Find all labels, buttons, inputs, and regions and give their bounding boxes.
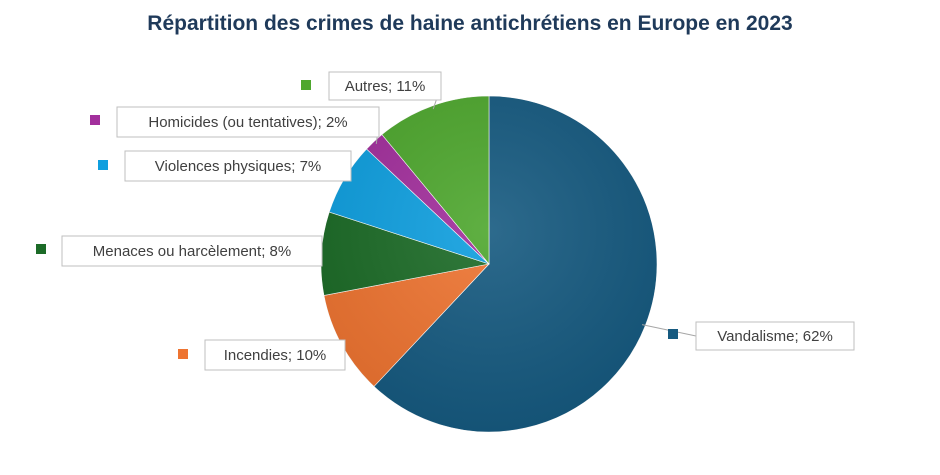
label-marker-violences-physiques — [98, 160, 108, 170]
data-label-violences-physiques: Violences physiques; 7% — [98, 150, 352, 182]
data-label-incendies: Incendies; 10% — [178, 339, 346, 371]
label-box-autres — [328, 71, 442, 101]
label-marker-homicides-ou-tentatives — [90, 115, 100, 125]
label-text-vandalisme: Vandalisme; 62% — [717, 328, 833, 345]
label-text-violences-physiques: Violences physiques; 7% — [155, 158, 322, 175]
label-marker-autres — [301, 80, 311, 90]
label-text-incendies: Incendies; 10% — [224, 347, 327, 364]
label-box-violences-physiques — [124, 150, 352, 182]
pie-slices — [320, 95, 658, 433]
label-marker-vandalisme — [668, 329, 678, 339]
data-label-menaces-ou-harcelement: Menaces ou harcèlement; 8% — [36, 235, 323, 267]
label-box-menaces-ou-harcelement — [61, 235, 323, 267]
data-label-homicides-ou-tentatives: Homicides (ou tentatives); 2% — [90, 106, 380, 138]
label-box-homicides-ou-tentatives — [116, 106, 380, 138]
label-marker-menaces-ou-harcelement — [36, 244, 46, 254]
label-text-menaces-ou-harcelement: Menaces ou harcèlement; 8% — [93, 243, 291, 260]
data-label-autres: Autres; 11% — [301, 71, 442, 101]
label-box-vandalisme — [695, 321, 855, 351]
label-text-autres: Autres; 11% — [345, 78, 426, 95]
label-marker-incendies — [178, 349, 188, 359]
data-label-vandalisme: Vandalisme; 62% — [668, 321, 855, 351]
chart-title: Répartition des crimes de haine antichré… — [147, 12, 793, 35]
label-box-incendies — [204, 339, 346, 371]
label-text-homicides-ou-tentatives: Homicides (ou tentatives); 2% — [148, 114, 347, 131]
data-labels: Vandalisme; 62% Incendies; 10% Menaces ou … — [36, 71, 855, 371]
